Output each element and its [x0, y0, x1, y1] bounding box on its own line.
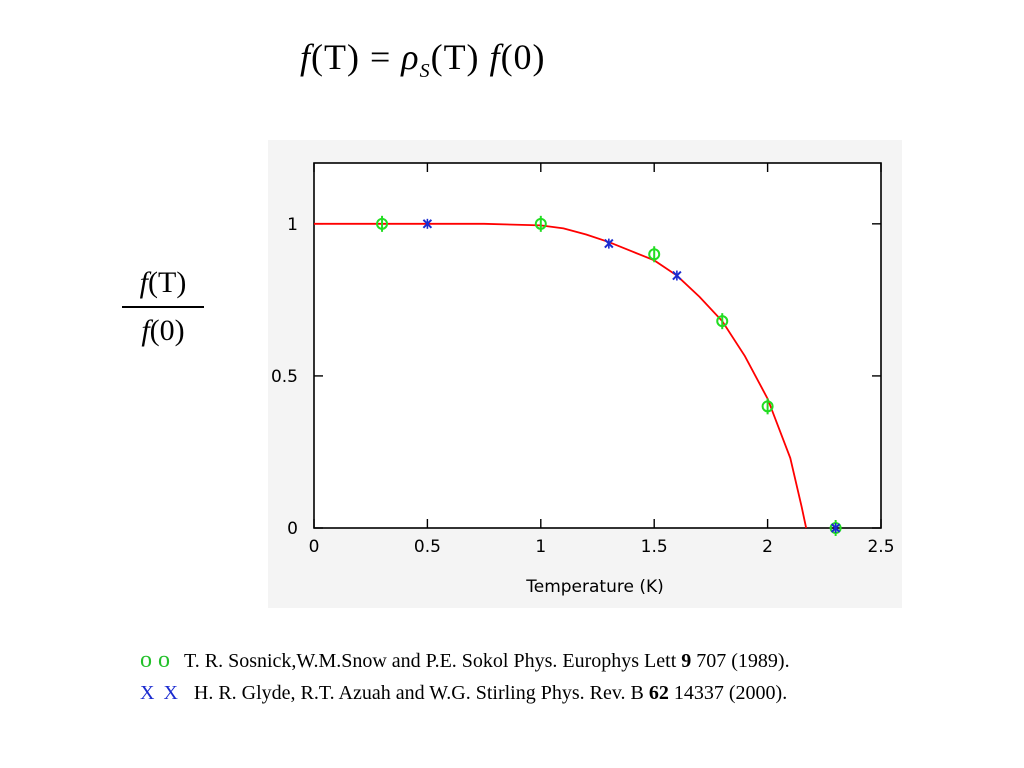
- equation-title: f(T) = ρS(T) f(0): [300, 36, 546, 83]
- green-circle-marker: [534, 215, 547, 232]
- series-marker-layer: [376, 215, 842, 536]
- green-circle-marker: [376, 215, 389, 232]
- green-circle-marker: [648, 246, 661, 263]
- eq-rho-sub: S: [419, 60, 431, 83]
- x-tick-label: 2: [762, 537, 773, 557]
- eq-lhs-f: f: [300, 37, 312, 77]
- blue-cross-marker: [604, 238, 614, 249]
- y-tick-label: 0: [287, 519, 298, 539]
- blue-cross-marker: [830, 523, 841, 533]
- reference-glyde: X X H. R. Glyde, R.T. Azuah and W.G. Stir…: [140, 677, 790, 709]
- x-axis-label: Temperature (K): [525, 577, 664, 597]
- y-tick-label: 0.5: [271, 367, 298, 387]
- reference-text: T. R. Sosnick,W.M.Snow and P.E. Sokol Ph…: [184, 650, 682, 672]
- green-circle-marker-legend: o o: [140, 647, 170, 673]
- references: o o T. R. Sosnick,W.M.Snow and P.E. Sokol…: [140, 644, 790, 709]
- blue-cross-marker: [672, 270, 682, 281]
- x-tick-label: 1.5: [641, 537, 668, 557]
- fraction-denominator: f(0): [118, 314, 208, 348]
- eq-rho-arg: (T): [430, 37, 480, 77]
- eq-equals: =: [369, 37, 392, 77]
- blue-cross-marker: [422, 218, 433, 229]
- chart-panel: 0 0.5 1 1.5 2 2.5 0 0.5 1 Temperature (K): [268, 140, 902, 608]
- eq-rhs-f: f: [489, 37, 501, 77]
- reference-sosnick: o o T. R. Sosnick,W.M.Snow and P.E. Sokol…: [140, 644, 790, 677]
- x-tick-label: 0: [309, 537, 320, 557]
- plot-frame: [313, 162, 882, 529]
- reference-volume: 62: [648, 682, 669, 704]
- y-axis-fraction-label: f(T) f(0): [118, 266, 208, 348]
- numerator-f: f: [139, 266, 149, 299]
- x-tick-label: 2.5: [867, 537, 894, 557]
- green-circle-marker: [716, 313, 729, 330]
- numerator-arg: (T): [148, 266, 187, 299]
- eq-lhs-arg: (T): [311, 37, 360, 77]
- chart-svg: 0 0.5 1 1.5 2 2.5 0 0.5 1 Temperature (K): [268, 140, 902, 608]
- reference-tail: 14337 (2000).: [668, 682, 788, 704]
- denominator-arg: (0): [149, 313, 185, 347]
- fraction-numerator: f(T): [118, 266, 208, 300]
- axes-layer: 0 0.5 1 1.5 2 2.5 0 0.5 1: [271, 162, 895, 557]
- fraction-bar: [122, 306, 204, 308]
- reference-tail: 707 (1989).: [691, 650, 790, 672]
- y-tick-label: 1: [287, 215, 298, 235]
- blue-cross-marker-legend: X X: [140, 682, 180, 704]
- eq-rho: ρ: [401, 37, 420, 77]
- green-circle-marker: [761, 398, 774, 415]
- denominator-f: f: [141, 313, 150, 347]
- reference-volume: 9: [681, 650, 692, 672]
- x-tick-label: 0.5: [414, 537, 441, 557]
- reference-text: H. R. Glyde, R.T. Azuah and W.G. Stirlin…: [193, 682, 649, 704]
- x-tick-label: 1: [535, 537, 546, 557]
- eq-rhs-arg: (0): [500, 37, 546, 77]
